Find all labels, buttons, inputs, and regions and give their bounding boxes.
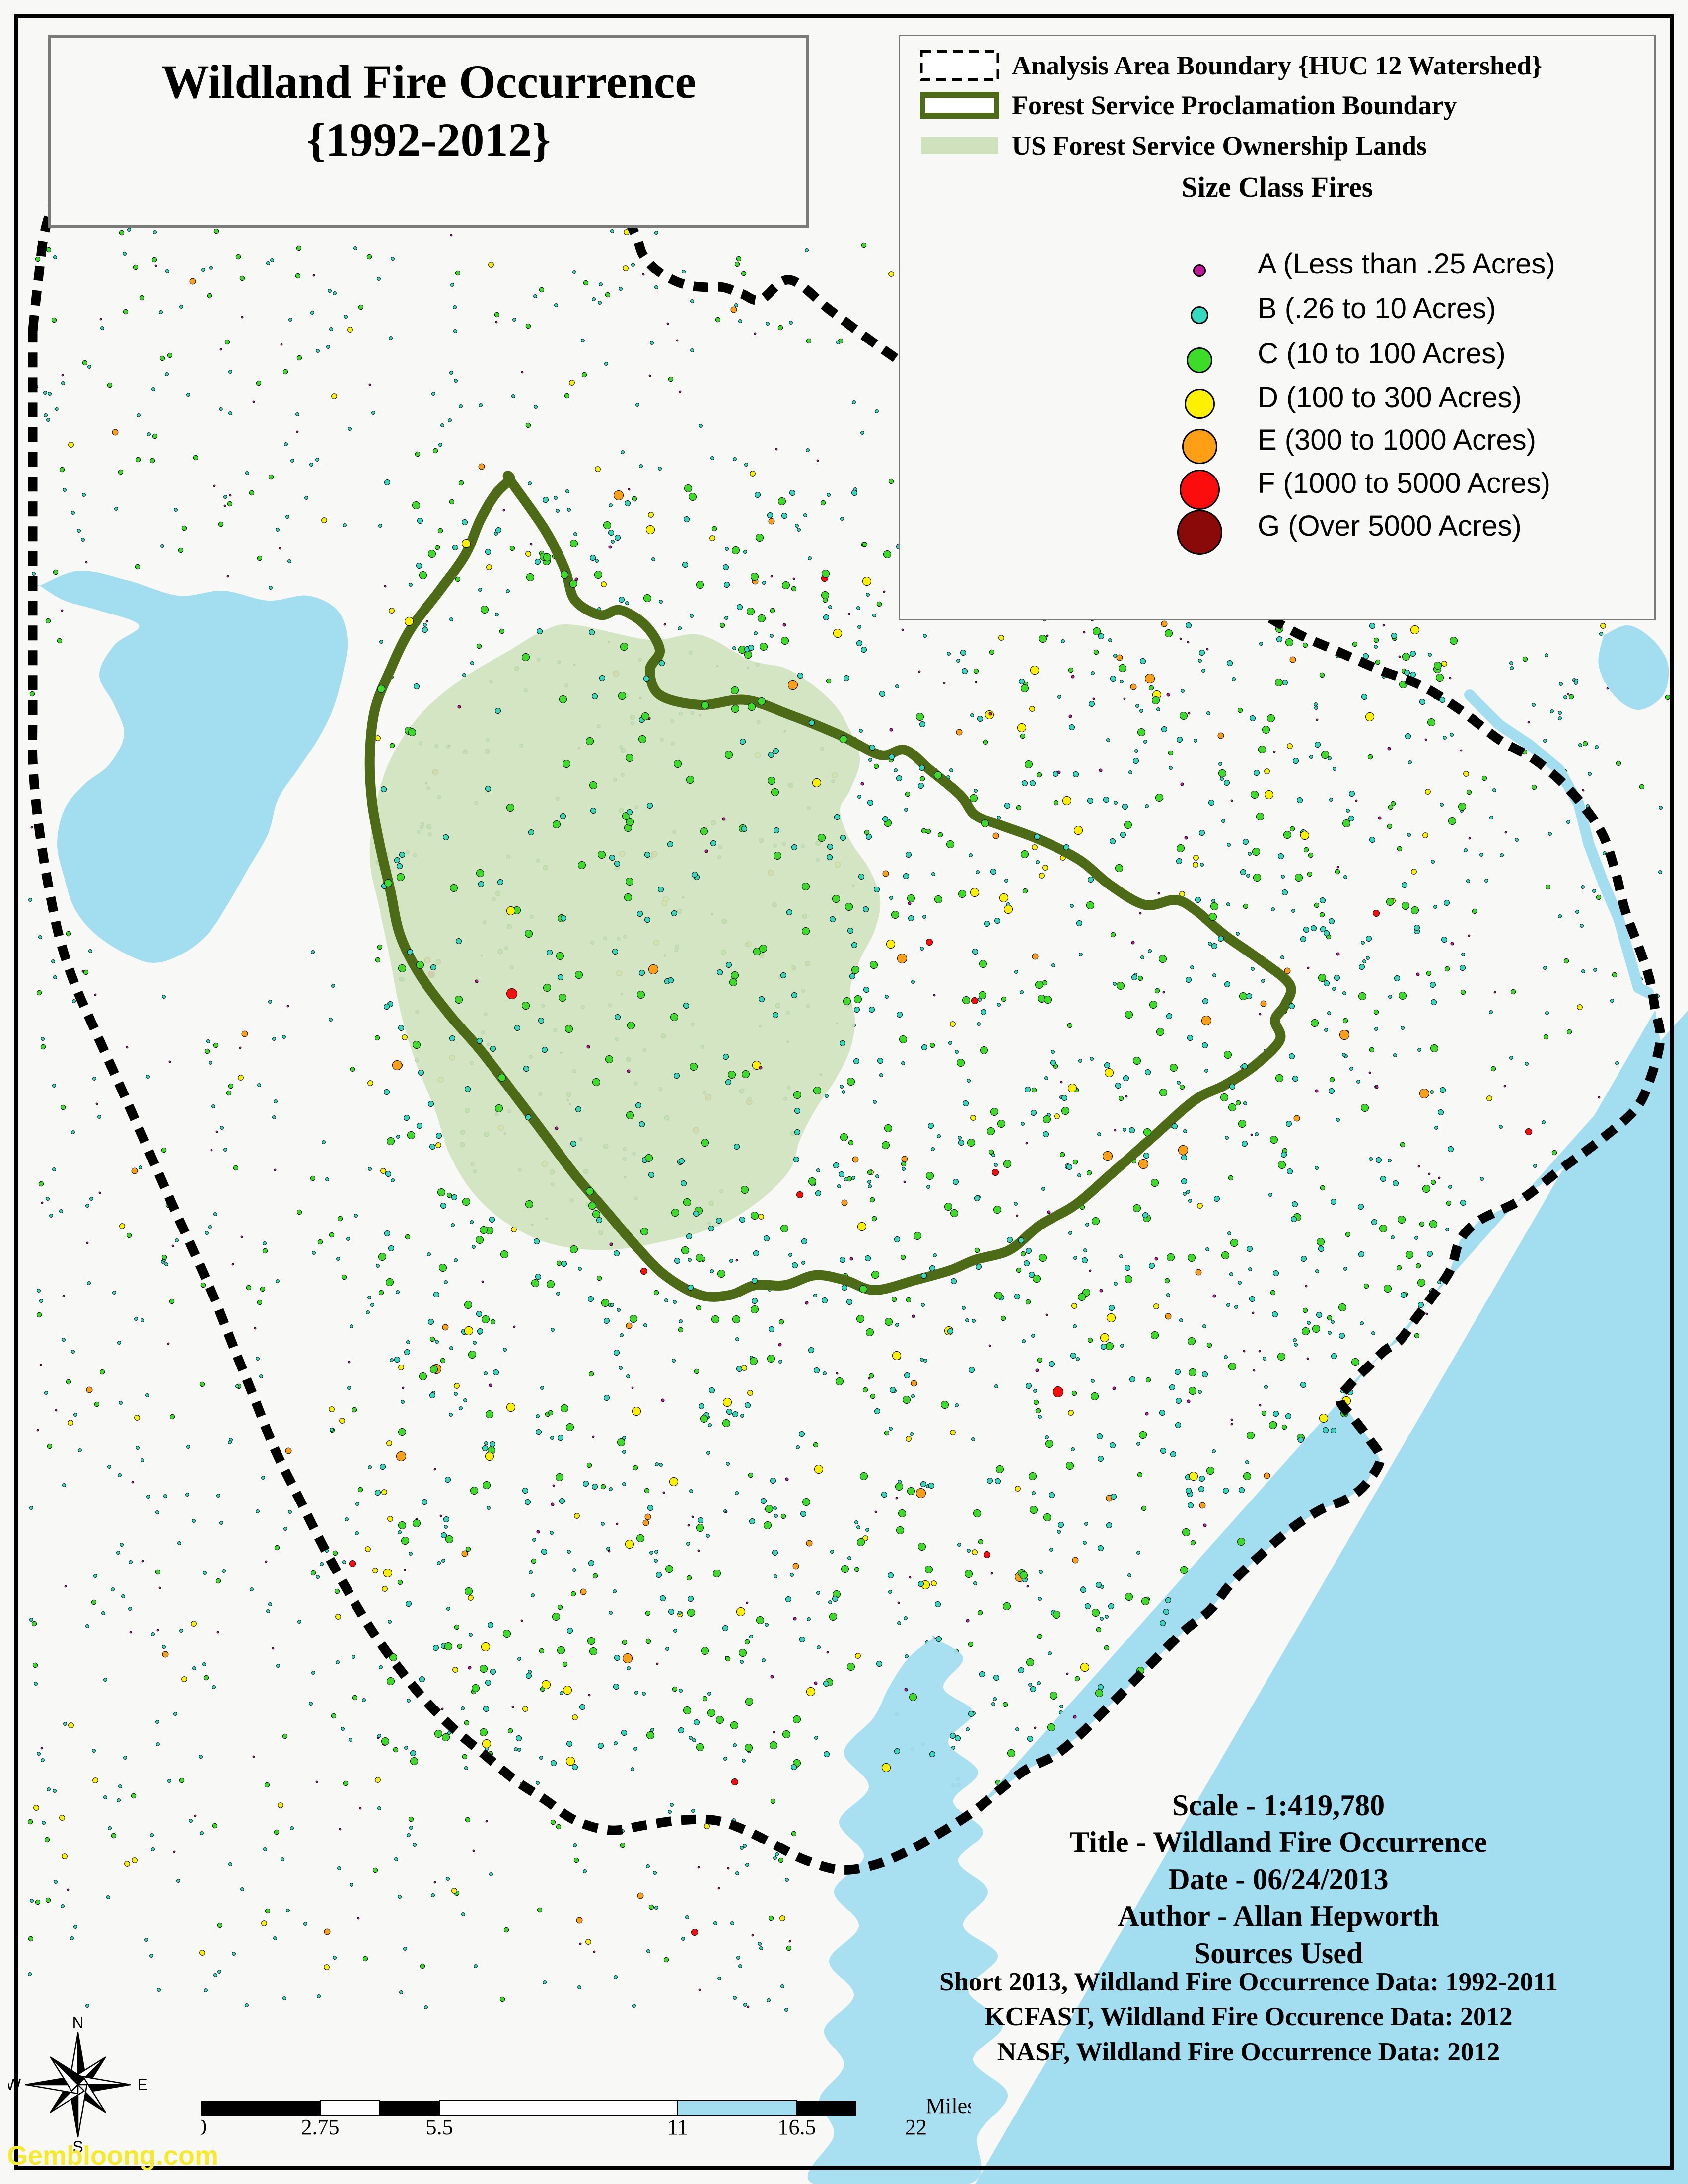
svg-text:22: 22 [905,2115,927,2139]
svg-text:W: W [8,2076,21,2094]
svg-text:11: 11 [667,2115,688,2139]
svg-text:N: N [72,2015,83,2032]
svg-text:5.5: 5.5 [426,2115,453,2139]
svg-text:E: E [137,2076,147,2094]
svg-text:16.5: 16.5 [778,2115,816,2139]
svg-text:Miles: Miles [926,2095,971,2118]
svg-text:2.75: 2.75 [301,2115,340,2139]
svg-text:0: 0 [201,2115,207,2139]
